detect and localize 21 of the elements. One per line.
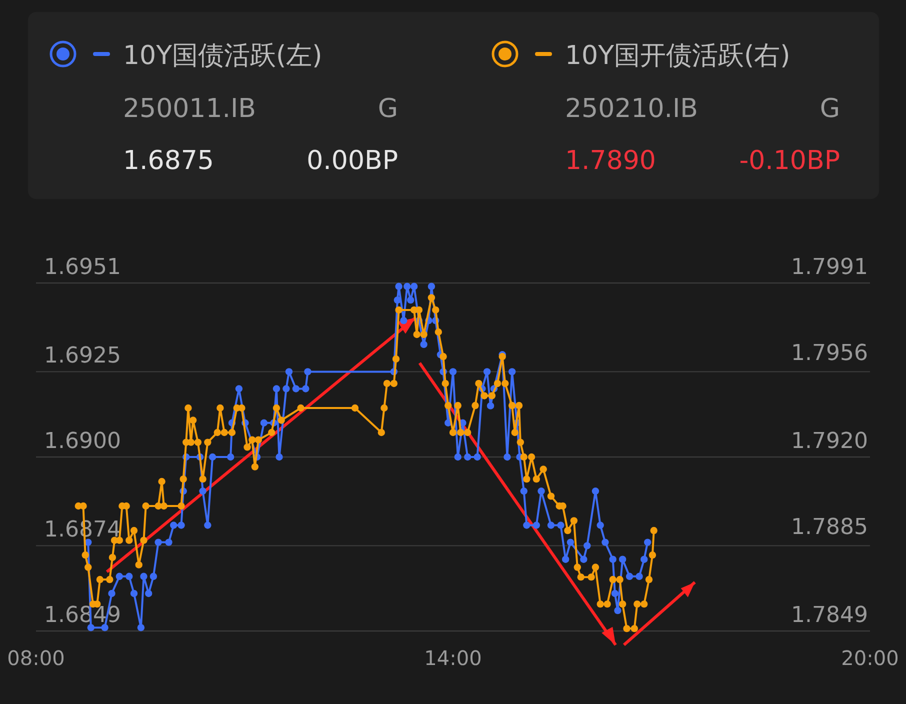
text: 1.7890 bbox=[565, 146, 656, 176]
text: 1.6875 bbox=[123, 146, 214, 176]
y2-tick-label: 1.7885 bbox=[791, 514, 868, 540]
y-tick-label: 1.6925 bbox=[44, 344, 121, 369]
x-tick-label: 14:00 bbox=[424, 646, 482, 670]
x-tick-label: 20:00 bbox=[841, 646, 899, 670]
y2-tick-label: 1.7991 bbox=[791, 255, 868, 280]
legend-label: 10Y国开债活跃(右) bbox=[565, 41, 790, 71]
y-tick-label: 1.6900 bbox=[44, 429, 121, 454]
y2-tick-label: 1.7920 bbox=[791, 429, 868, 454]
y-tick-label: 1.6951 bbox=[44, 255, 121, 280]
text: -0.10BP bbox=[739, 146, 840, 176]
y2-tick-label: 1.7956 bbox=[791, 340, 868, 366]
text: 0.00BP bbox=[306, 146, 398, 176]
text: G bbox=[378, 94, 398, 124]
text: 250210.IB bbox=[565, 94, 698, 124]
text: 250011.IB bbox=[123, 94, 256, 124]
legend-label: 10Y国债活跃(左) bbox=[123, 41, 322, 71]
text: G bbox=[820, 94, 840, 124]
y2-tick-label: 1.7849 bbox=[791, 603, 868, 628]
x-tick-label: 08:00 bbox=[7, 646, 65, 670]
